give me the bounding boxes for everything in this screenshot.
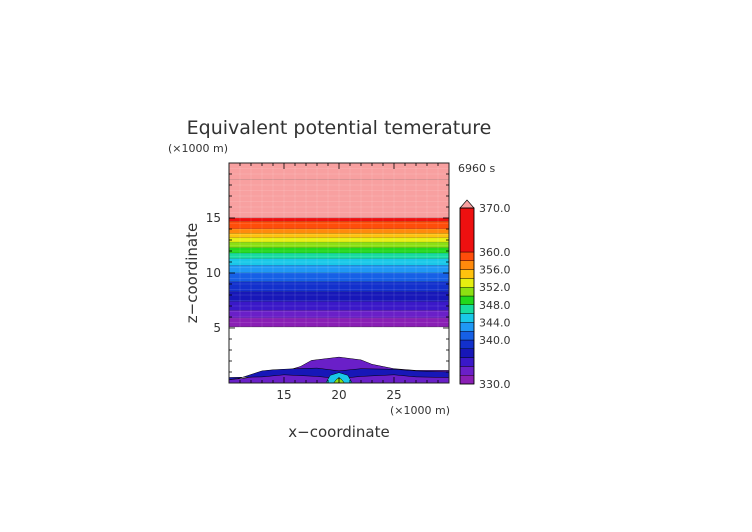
colorbar-tick-label: 370.0 [479, 202, 511, 215]
contour-band-5 [229, 233, 449, 238]
x-axis: 15 20 25 [239, 163, 439, 402]
x-tick-label: 25 [386, 388, 401, 402]
colorbar-swatch-14 [459, 251, 475, 262]
colorbar-swatch-12 [459, 269, 475, 279]
contour-band-12 [229, 273, 449, 282]
contour-band-13 [229, 281, 449, 292]
colorbar-frame [459, 207, 475, 385]
colorbar-swatch-8 [459, 304, 475, 314]
colorbar-tick-label: 340.0 [479, 334, 511, 347]
colorbar-swatch-1 [459, 366, 475, 376]
contour-band-3 [229, 221, 449, 229]
contour-band-14 [229, 291, 449, 302]
colorbar-swatch-5 [459, 331, 475, 341]
contour-band-16 [229, 310, 449, 319]
colorbar-swatch-13 [459, 260, 475, 270]
contour-band-9 [229, 253, 449, 259]
colorbar-extension-arrow [459, 199, 475, 209]
y-unit-label: (×1000 m) [168, 142, 228, 155]
contour-band-10 [229, 258, 449, 266]
colorbar-swatch-3 [459, 348, 475, 358]
colorbar-tick-label: 348.0 [479, 299, 511, 312]
colorbar-tick-label: 360.0 [479, 246, 511, 259]
x-tick-label: 20 [331, 388, 346, 402]
x-unit-label: (×1000 m) [390, 404, 450, 417]
colorbar-tick-label: 356.0 [479, 264, 511, 277]
colorbar-swatch-15 [459, 207, 475, 253]
x-axis-label: x−coordinate [288, 423, 389, 441]
contour-band-11 [229, 265, 449, 273]
colorbar-swatch-11 [459, 278, 475, 288]
colorbar-tick-label: 344.0 [479, 316, 511, 329]
y-axis: 5 10 15 [206, 173, 449, 373]
chart-title: Equivalent potential temerature [187, 117, 492, 139]
contour-band-4 [229, 229, 449, 234]
colorbar-swatch-6 [459, 322, 475, 332]
colorbar-swatch-10 [459, 287, 475, 297]
contour-band-1 [229, 179, 449, 218]
y-tick-label: 5 [213, 321, 221, 335]
contour-band-8 [229, 247, 449, 254]
colorbar-swatch-7 [459, 313, 475, 323]
y-axis-label: z−coordinate [183, 223, 201, 323]
y-tick-label: 15 [206, 211, 221, 225]
contour-plot-area [229, 163, 449, 328]
colorbar-tick-label: 330.0 [479, 378, 511, 391]
colorbar-tick-label: 352.0 [479, 281, 511, 294]
contour-band-6 [229, 237, 449, 243]
y-tick-label: 10 [206, 266, 221, 280]
contour-band-17 [229, 318, 449, 327]
colorbar: 330.0 340.0 344.0 348.0 352.0 356.0 360.0 370.0 [459, 199, 511, 391]
colorbar-swatch-4 [459, 339, 475, 350]
colorbar-swatch-0 [459, 375, 475, 385]
x-tick-label: 15 [276, 388, 291, 402]
colorbar-swatch-2 [459, 357, 475, 367]
colorbar-swatch-9 [459, 295, 475, 306]
plot-grid [228, 162, 450, 384]
contour-band-7 [229, 242, 449, 248]
contour-band-15 [229, 301, 449, 311]
time-label: 6960 s [458, 162, 495, 175]
contour-band-2 [229, 218, 449, 222]
